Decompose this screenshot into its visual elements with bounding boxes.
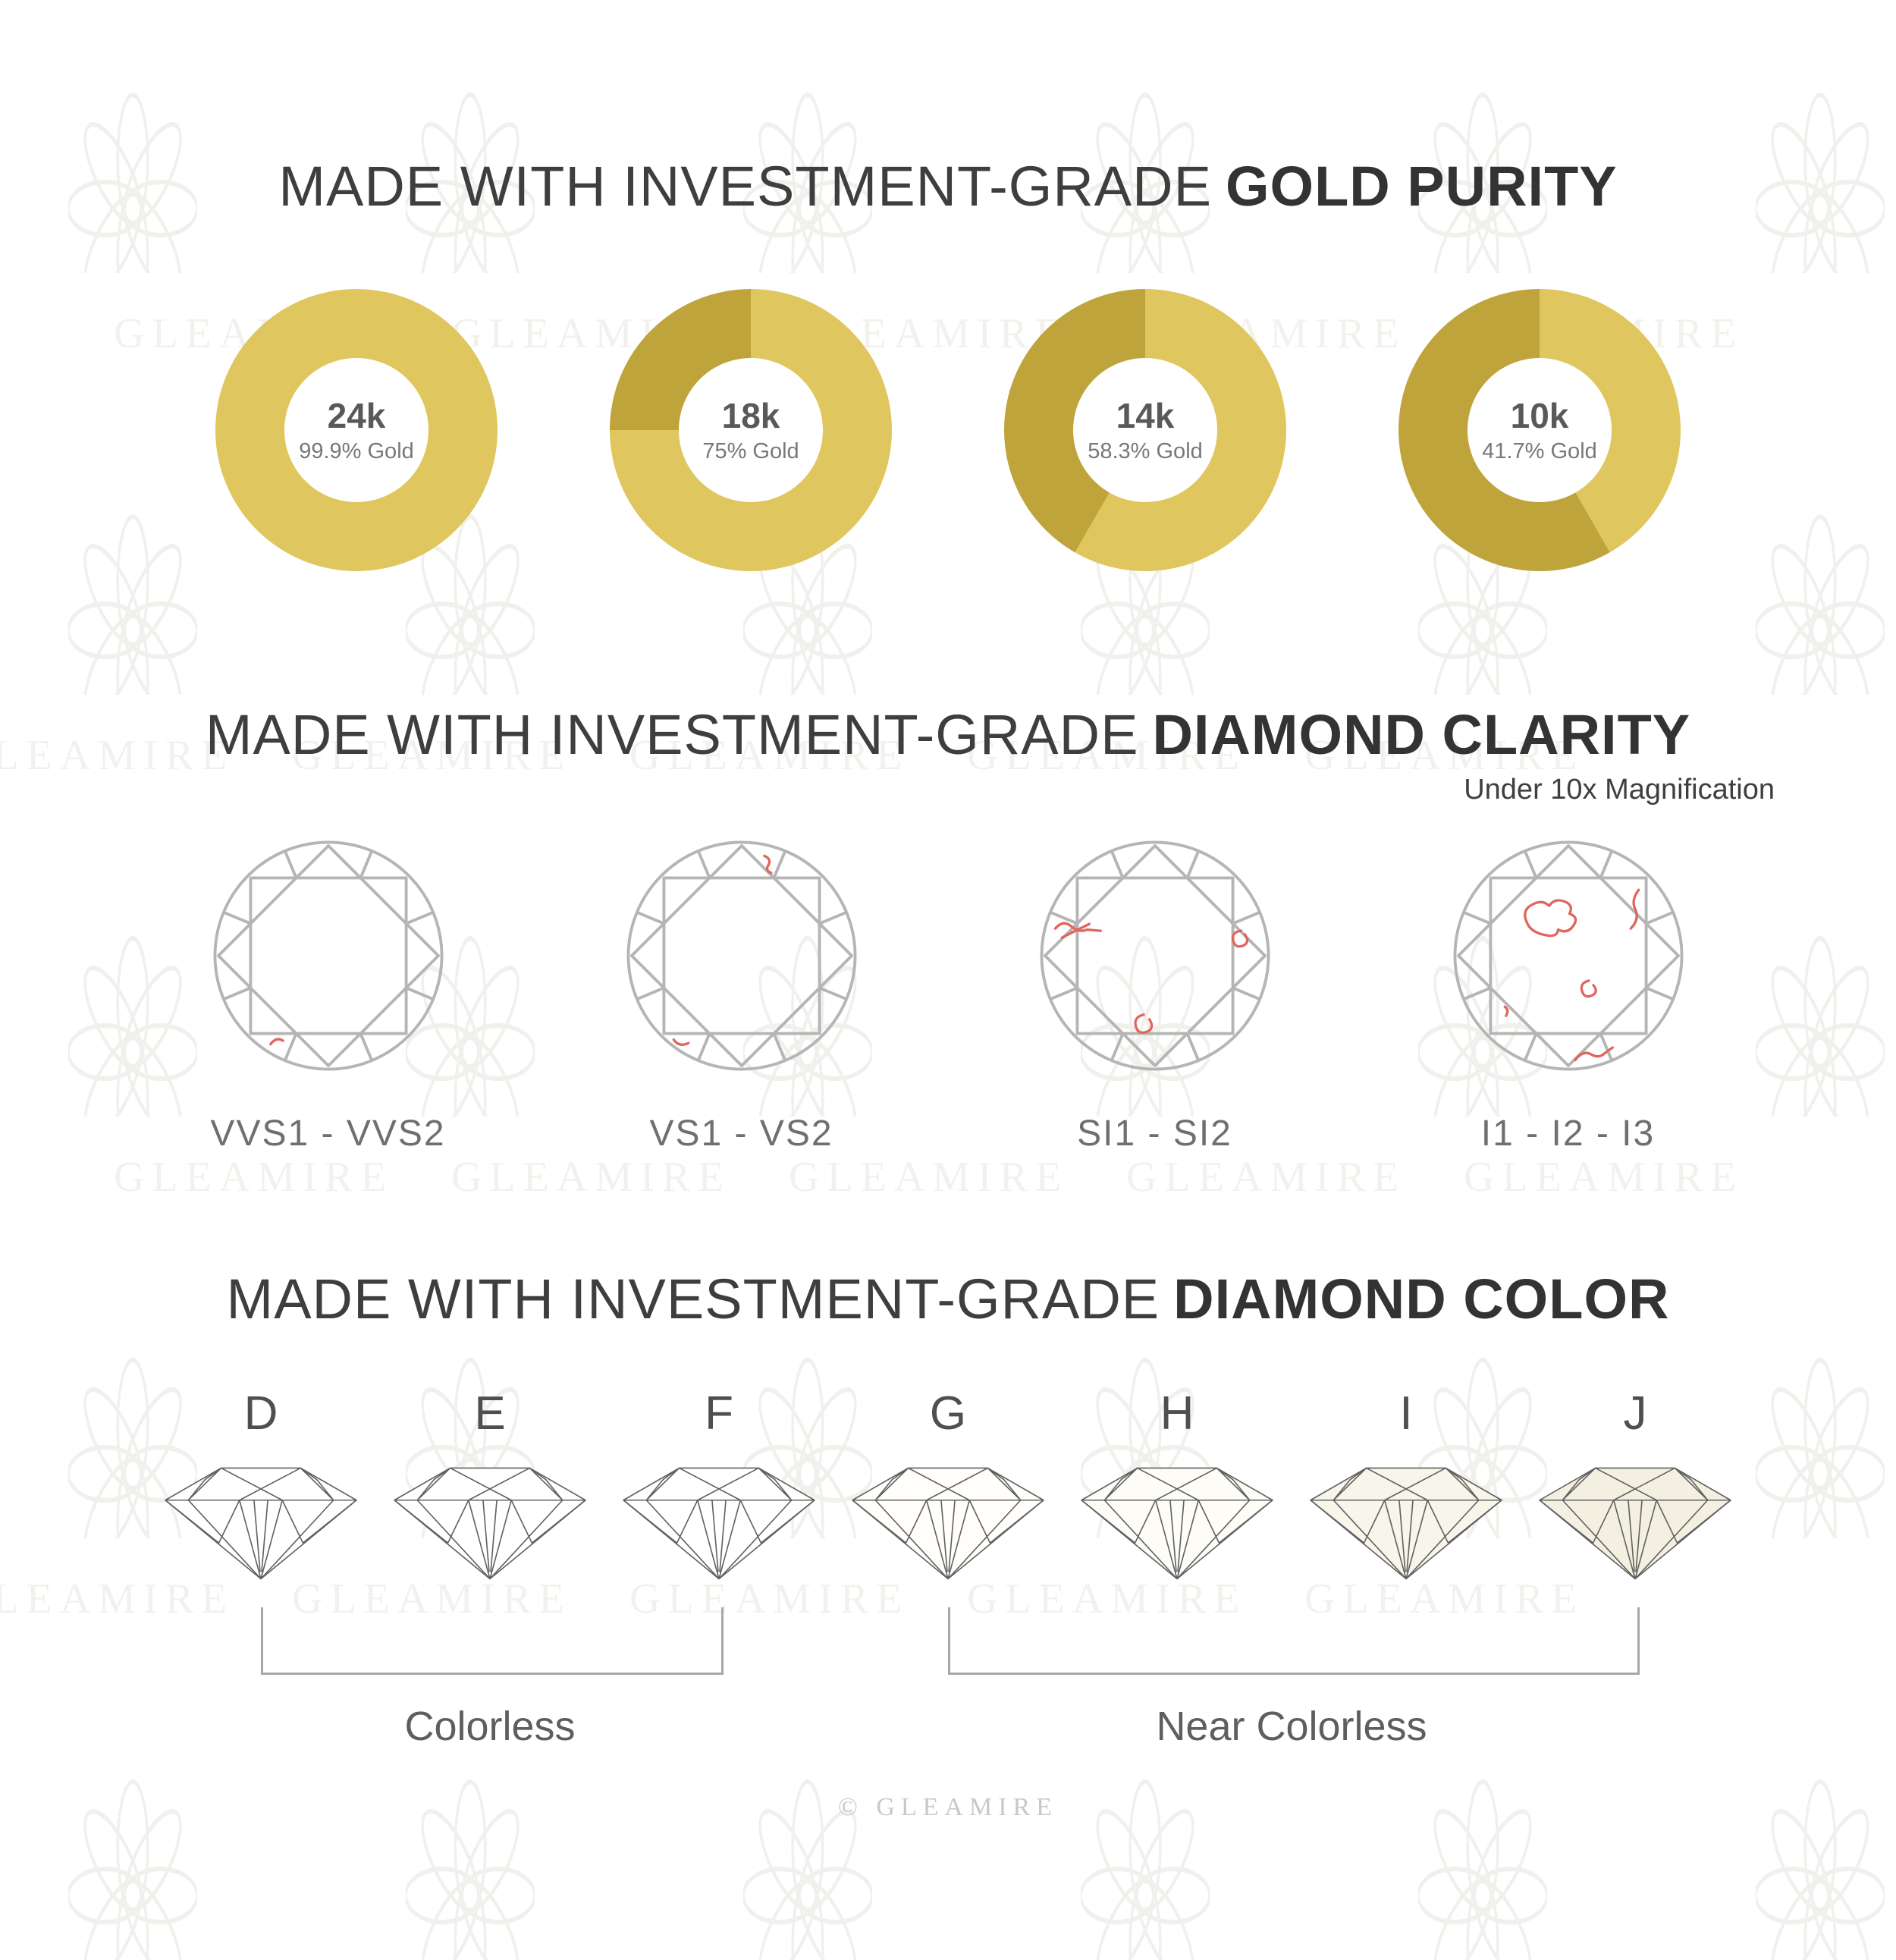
color-grade-j: J xyxy=(1521,1390,1750,1591)
color-grade-i: I xyxy=(1292,1390,1521,1591)
clarity-grade-vs: VS1 - VS2 xyxy=(535,837,948,1154)
color-grade-d: D xyxy=(146,1390,375,1591)
inclusion-marks xyxy=(672,854,773,1046)
karat-label: 14k xyxy=(1116,396,1175,436)
donut-chart-14k: 14k 58.3% Gold xyxy=(1004,289,1286,572)
section-title-diamond-clarity: MADE WITH INVESTMENT-GRADE DIAMOND CLARIT… xyxy=(0,704,1896,765)
colorless-bracket xyxy=(261,1607,724,1676)
color-grade-letter: D xyxy=(243,1387,278,1440)
donut-hole: 10k 41.7% Gold xyxy=(1468,358,1612,503)
inclusion-marks xyxy=(268,1038,284,1046)
diamond-side-view xyxy=(852,1467,1044,1580)
diamond-side-view xyxy=(1310,1467,1502,1580)
diamond-top-view-vvs xyxy=(213,840,443,1071)
diamond-color-row: D E F G xyxy=(146,1390,1750,1591)
inclusion-marks xyxy=(1053,922,1248,1034)
donut-hole: 24k 99.9% Gold xyxy=(284,358,428,503)
donut-chart-18k: 18k 75% Gold xyxy=(610,289,892,572)
clarity-grade-si: SI1 - SI2 xyxy=(948,837,1361,1154)
diamond-side-view xyxy=(1081,1467,1273,1580)
donut-chart-24k: 24k 99.9% Gold xyxy=(215,289,498,572)
color-group-brackets xyxy=(146,1607,1750,1677)
clarity-grade-vvs: VVS1 - VVS2 xyxy=(121,837,535,1154)
color-grade-e: E xyxy=(375,1390,604,1591)
donut-hole: 14k 58.3% Gold xyxy=(1073,358,1217,503)
copyright-footer: © GLEAMIRE xyxy=(838,1793,1058,1822)
section-title-diamond-color: MADE WITH INVESTMENT-GRADE DIAMOND COLOR xyxy=(0,1268,1896,1330)
clarity-subtitle: Under 10x Magnification xyxy=(1464,773,1775,806)
clarity-grade-label: VS1 - VS2 xyxy=(649,1113,833,1154)
color-grade-letter: H xyxy=(1160,1387,1194,1440)
clarity-grade-i: I1 - I2 - I3 xyxy=(1361,837,1775,1154)
clarity-diagram-row: VVS1 - VVS2 VS1 - VS2 xyxy=(0,837,1896,1154)
clarity-grade-label: VVS1 - VVS2 xyxy=(210,1113,446,1154)
clarity-grade-label: I1 - I2 - I3 xyxy=(1480,1113,1656,1154)
purity-label: 99.9% Gold xyxy=(299,439,414,464)
near-colorless-bracket xyxy=(948,1607,1640,1676)
color-grade-f: F xyxy=(604,1390,833,1591)
diamond-side-view xyxy=(1539,1467,1731,1580)
near-colorless-label: Near Colorless xyxy=(1156,1704,1427,1750)
purity-label: 58.3% Gold xyxy=(1088,439,1203,464)
color-grade-letter: I xyxy=(1399,1387,1413,1440)
color-grade-letter: E xyxy=(474,1387,506,1440)
diamond-top-view-si xyxy=(1040,840,1270,1071)
section-title-gold-purity: MADE WITH INVESTMENT-GRADE GOLD PURITY xyxy=(0,155,1896,217)
karat-label: 18k xyxy=(721,396,780,436)
diamond-top-view-vs xyxy=(626,840,856,1071)
colorless-label: Colorless xyxy=(404,1704,576,1750)
color-group-labels: Colorless Near Colorless xyxy=(146,1703,1750,1751)
karat-label: 24k xyxy=(327,396,386,436)
karat-label: 10k xyxy=(1510,396,1569,436)
title-bold-text: DIAMOND CLARITY xyxy=(1152,703,1691,767)
diamond-side-view xyxy=(165,1467,357,1580)
donut-hole: 18k 75% Gold xyxy=(679,358,823,503)
diamond-side-view xyxy=(623,1467,815,1580)
diamond-top-view-i xyxy=(1453,840,1683,1071)
color-grade-letter: F xyxy=(705,1387,733,1440)
title-regular-text: MADE WITH INVESTMENT-GRADE xyxy=(278,155,1212,218)
color-grade-letter: J xyxy=(1623,1387,1647,1440)
color-grade-g: G xyxy=(833,1390,1063,1591)
title-regular-text: MADE WITH INVESTMENT-GRADE xyxy=(205,703,1139,767)
gold-purity-donut-row: 24k 99.9% Gold 18k 75% Gold 14k 58.3% Go… xyxy=(0,289,1896,572)
title-bold-text: DIAMOND COLOR xyxy=(1173,1267,1670,1330)
purity-label: 41.7% Gold xyxy=(1482,439,1597,464)
clarity-grade-label: SI1 - SI2 xyxy=(1077,1113,1232,1154)
donut-chart-10k: 10k 41.7% Gold xyxy=(1398,289,1681,572)
title-bold-text: GOLD PURITY xyxy=(1225,155,1618,218)
color-grade-h: H xyxy=(1063,1390,1292,1591)
diamond-side-view xyxy=(394,1467,586,1580)
color-grade-letter: G xyxy=(929,1387,967,1440)
purity-label: 75% Gold xyxy=(702,439,799,464)
title-regular-text: MADE WITH INVESTMENT-GRADE xyxy=(226,1267,1160,1330)
